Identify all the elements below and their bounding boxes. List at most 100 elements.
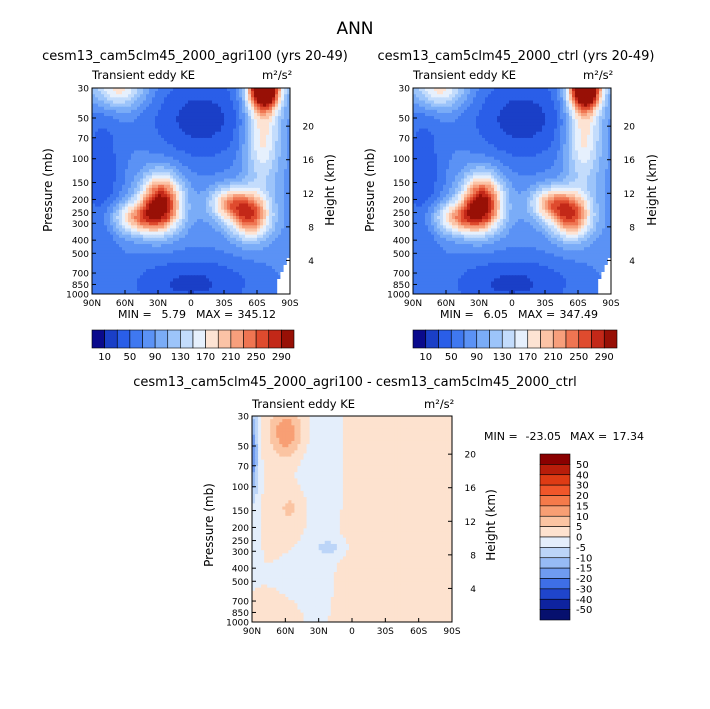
contour-cell [530, 94, 534, 98]
contour-cell [212, 125, 216, 130]
contour-cell [131, 106, 135, 111]
contour-cell [197, 156, 201, 161]
contour-cell [278, 265, 282, 270]
contour-cell [251, 134, 255, 139]
contour-cell [230, 231, 234, 236]
contour-cell [182, 206, 186, 211]
contour-cell [227, 269, 231, 273]
contour-cell [188, 166, 192, 170]
contour-cell [191, 153, 195, 158]
contour-cell [257, 272, 261, 276]
contour-cell [110, 240, 114, 245]
contour-cell [161, 194, 165, 198]
contour-cell [203, 119, 207, 123]
contour-cell [155, 228, 159, 233]
contour-cell [218, 153, 222, 158]
contour-cell [215, 159, 219, 164]
contour-cell [521, 88, 525, 92]
contour-cell [230, 178, 234, 183]
contour-cell [479, 103, 483, 108]
x-tick-label: 90S [281, 299, 298, 309]
contour-cell [188, 259, 192, 264]
contour-cell [212, 231, 216, 236]
contour-cell [200, 259, 204, 264]
contour-cell [95, 244, 99, 248]
contour-cell [167, 191, 171, 195]
contour-cell [185, 203, 189, 208]
contour-cell [122, 228, 126, 233]
contour-cell [242, 278, 246, 283]
contour-cell [161, 153, 165, 158]
contour-cell [269, 206, 273, 211]
contour-cell [95, 100, 99, 105]
contour-cell [176, 203, 180, 208]
contour-cell [119, 181, 123, 186]
contour-cell [215, 244, 219, 248]
contour-cell [260, 162, 264, 167]
contour-cell [185, 278, 189, 283]
contour-cell [233, 256, 237, 261]
contour-cell [209, 119, 213, 123]
contour-cell [278, 162, 282, 167]
contour-cell [107, 237, 111, 242]
contour-cell [584, 88, 588, 92]
contour-cell [104, 150, 108, 155]
contour-cell [245, 181, 249, 186]
contour-cell [218, 272, 222, 276]
contour-cell [245, 153, 249, 158]
contour-cell [104, 159, 108, 164]
contour-cell [182, 162, 186, 167]
contour-cell [173, 191, 177, 195]
contour-cell [182, 150, 186, 155]
contour-cell [164, 125, 168, 130]
contour-cell [143, 191, 147, 195]
contour-cell [155, 219, 159, 223]
contour-cell [104, 284, 108, 289]
contour-cell [233, 131, 237, 136]
contour-cell [116, 269, 120, 273]
contour-cell [116, 219, 120, 223]
contour-cell [446, 106, 450, 111]
contour-cell [506, 100, 510, 105]
contour-cell [596, 94, 600, 98]
contour-cell [161, 100, 165, 105]
contour-cell [92, 234, 96, 239]
contour-cell [278, 203, 282, 208]
contour-cell [254, 287, 258, 292]
contour-cell [101, 240, 105, 245]
contour-cell [155, 181, 159, 186]
contour-cell [161, 162, 165, 167]
contour-cell [200, 194, 204, 198]
contour-cell [164, 212, 168, 217]
contour-cell [158, 250, 162, 255]
contour-cell [122, 215, 126, 220]
contour-cell [287, 169, 290, 173]
contour-cell [263, 159, 267, 164]
contour-cell [134, 181, 138, 186]
contour-cell [218, 187, 222, 192]
contour-cell [503, 109, 507, 114]
contour-cell [218, 275, 222, 279]
contour-cell [251, 275, 255, 279]
contour-cell [131, 100, 135, 105]
contour-cell [581, 103, 585, 108]
contour-cell [584, 91, 588, 95]
contour-cell [446, 112, 450, 117]
contour-cell [209, 275, 213, 279]
contour-cell [131, 225, 135, 230]
contour-cell [152, 222, 156, 226]
contour-cell [176, 191, 180, 195]
contour-cell [236, 250, 240, 255]
contour-cell [110, 156, 114, 161]
contour-cell [254, 219, 258, 223]
contour-cell [269, 275, 273, 279]
contour-cell [530, 88, 534, 92]
contour-cell [158, 106, 162, 111]
contour-cell [197, 228, 201, 233]
contour-cell [194, 265, 198, 270]
contour-cell [182, 169, 186, 173]
contour-cell [92, 144, 96, 148]
contour-cell [101, 94, 105, 98]
contour-cell [164, 215, 168, 220]
contour-cell [98, 244, 102, 248]
